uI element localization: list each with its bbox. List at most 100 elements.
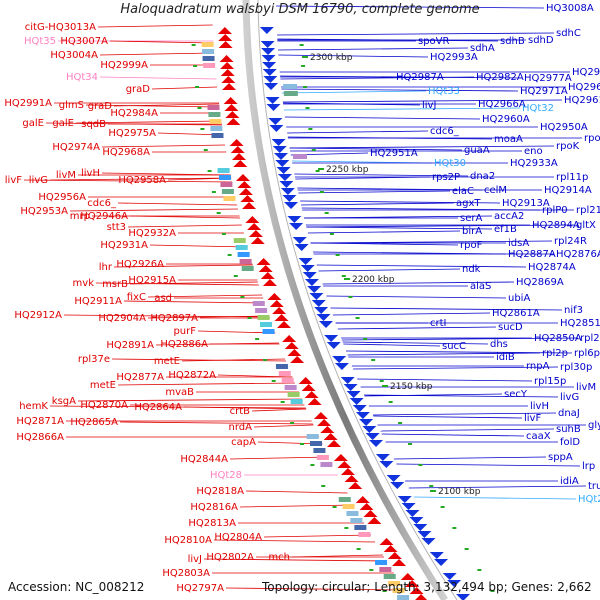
gene-label: idiB	[496, 352, 515, 363]
gene-label: nrdA	[229, 422, 253, 433]
reverse-gene-arrow	[359, 419, 374, 426]
reverse-gene-arrow	[260, 41, 275, 48]
feature-block	[207, 105, 220, 110]
genome-backbone-edge	[257, 0, 458, 600]
feature-block	[237, 252, 250, 257]
leader-line	[225, 587, 405, 591]
gene-label: sdhA	[470, 43, 495, 54]
forward-gene-arrow	[231, 153, 246, 160]
green-mark	[341, 275, 346, 277]
forward-gene-arrow	[229, 139, 244, 146]
gene-label: rpl24R	[554, 236, 587, 247]
feature-block	[350, 518, 363, 523]
leader-line	[316, 264, 527, 268]
gene-label: HQ2961A	[564, 95, 600, 106]
leader-line	[217, 374, 293, 378]
gene-label: HQ2950A	[540, 122, 588, 133]
forward-gene-arrow	[219, 55, 234, 62]
gene-label: HQ2894A	[532, 220, 580, 231]
gene-label: HQ2933A	[510, 158, 558, 169]
green-mark	[263, 359, 268, 361]
gene-label: HQ2982A	[476, 72, 524, 83]
green-mark	[200, 128, 205, 130]
green-mark	[216, 212, 221, 214]
green-mark	[335, 254, 340, 256]
accession-text: Accession: NC_008212	[8, 580, 145, 594]
reverse-gene-arrow	[343, 384, 358, 391]
green-mark	[303, 86, 308, 88]
gene-label: HQ2897A	[150, 313, 198, 324]
leader-line	[289, 145, 555, 149]
forward-gene-arrow	[218, 41, 233, 48]
forward-gene-arrow	[344, 475, 359, 482]
gene-label: HQ2813A	[188, 518, 236, 529]
feature-block	[208, 112, 221, 117]
green-mark	[348, 296, 353, 298]
green-mark	[207, 170, 212, 172]
leader-line	[304, 215, 493, 219]
gene-label: rpl15p	[534, 376, 566, 387]
gene-label: HQ2850A	[534, 333, 582, 344]
reverse-gene-arrow	[401, 503, 416, 510]
green-mark	[211, 191, 216, 193]
gene-label: HQ2956A	[38, 192, 86, 203]
feature-block	[210, 126, 223, 131]
feature-block	[284, 385, 297, 390]
leader-line	[99, 52, 215, 56]
forward-gene-arrow	[313, 412, 328, 419]
leader-line	[396, 463, 581, 467]
gene-label: rpl30p	[560, 362, 592, 373]
gene-label: HQ2931A	[100, 240, 148, 251]
green-mark	[363, 338, 368, 340]
gene-label: sdhC	[556, 28, 581, 39]
reverse-gene-arrow	[332, 356, 347, 363]
leader-line	[277, 32, 555, 36]
leader-line	[306, 226, 493, 230]
gene-label: HQ2932A	[128, 228, 176, 239]
feature-block	[379, 567, 392, 572]
gene-label: rpoF	[460, 240, 483, 251]
gene-label: capA	[231, 437, 256, 448]
gene-label: caaX	[526, 431, 551, 442]
green-mark	[240, 296, 245, 298]
reverse-gene-arrow	[271, 139, 286, 146]
reverse-gene-arrow	[307, 286, 322, 293]
leader-line	[151, 86, 218, 90]
leader-line	[322, 281, 515, 285]
reverse-gene-arrow	[289, 223, 304, 230]
gene-label: HQ3007A	[60, 36, 108, 47]
leader-line	[380, 428, 555, 432]
gene-label: HQ2966A	[478, 99, 526, 110]
forward-gene-arrow	[218, 34, 233, 41]
reverse-gene-arrow	[316, 314, 331, 321]
leader-line	[306, 224, 575, 228]
right-leader-lines	[276, 5, 587, 500]
kbp-scale-marks: 2300 kbp 2250 kbp 2200 kbp 2150 kbp 2100 kbp	[302, 53, 481, 497]
leader-line	[129, 215, 241, 219]
reverse-gene-arrow	[324, 335, 339, 342]
feature-block	[257, 315, 270, 320]
gene-label: HQ2987A	[396, 72, 444, 83]
green-mark	[271, 380, 276, 382]
gene-label: rpl21R	[576, 205, 600, 216]
gene-label: livJ	[422, 100, 436, 111]
gene-label: citG-HQ3013A	[25, 22, 96, 33]
gene-label: rpl6p	[574, 348, 600, 359]
feature-block	[211, 133, 224, 138]
gene-label: sucD	[498, 322, 523, 333]
gene-label: HQ2974A	[52, 142, 100, 153]
reverse-gene-arrow	[302, 272, 317, 279]
forward-gene-arrow	[272, 307, 287, 314]
forward-gene-arrow	[367, 517, 382, 524]
gene-label: folD	[560, 437, 580, 448]
leader-line	[346, 350, 573, 354]
reverse-gene-arrow	[447, 580, 462, 587]
leader-line	[357, 378, 533, 382]
gene-label: sqdB	[81, 119, 106, 130]
leader-line	[277, 47, 469, 51]
gene-label: livH	[530, 401, 549, 412]
leader-line	[75, 120, 222, 124]
gene-label: celM	[484, 185, 507, 196]
green-mark	[490, 590, 495, 592]
leader-line	[330, 307, 563, 311]
